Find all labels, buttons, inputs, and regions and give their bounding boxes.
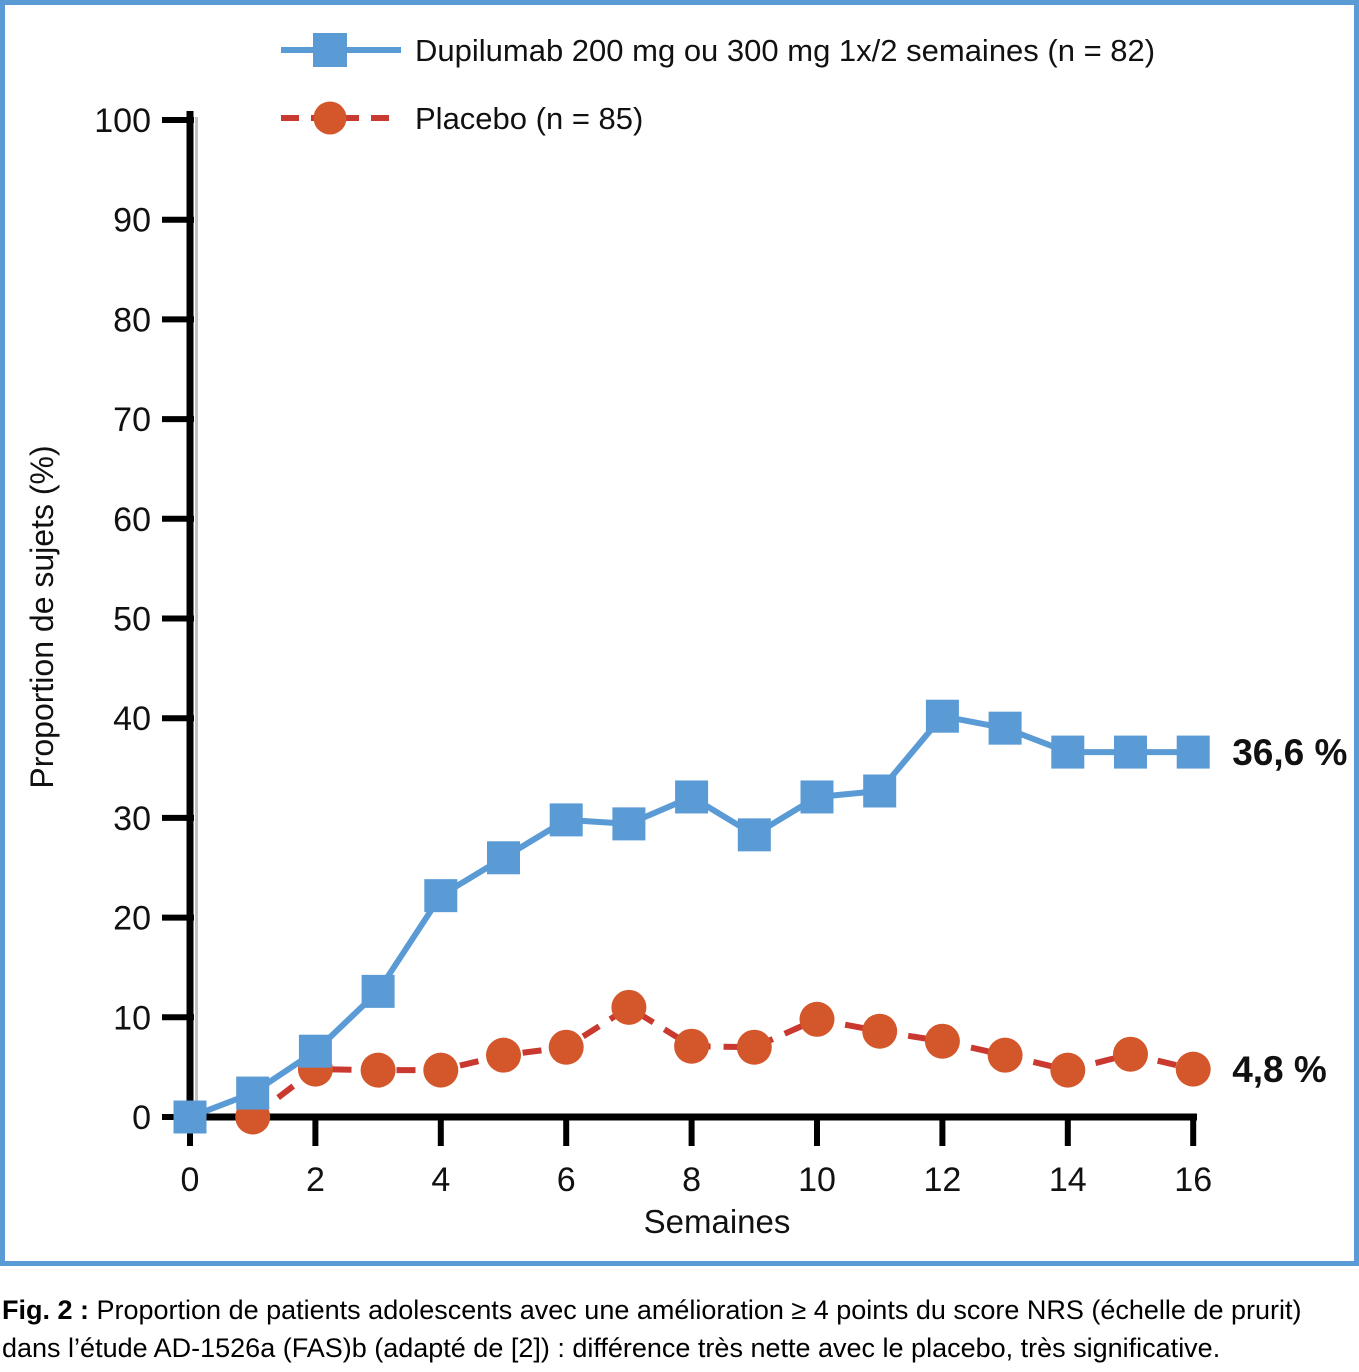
y-tick-label: 50 [113,601,151,639]
figure-frame: 0 10 20 30 40 50 60 70 80 90 100 0 2 4 6 8 10 12 14 16 Propo… [0,0,1359,1266]
data-point-square [612,807,646,841]
series-line-placebo [250,1004,1194,1120]
series-end-label: 4,8 % [1232,1049,1327,1090]
figure-caption: Fig. 2 : Proportion de patients adolesce… [2,1292,1359,1368]
data-point-square [236,1076,270,1110]
data-point-circle [799,1001,835,1037]
x-tick-label: 2 [306,1161,325,1199]
y-axis-title: Proportion de sujets (%) [24,445,60,788]
data-point-square [549,803,583,837]
y-tick-label: 60 [113,501,151,539]
data-point-square [1114,735,1147,769]
data-point-square [298,1034,332,1068]
data-point-circle [423,1052,459,1088]
y-tick-label: 70 [113,401,151,439]
data-point-square [1176,735,1210,769]
x-tick-label: 6 [557,1161,576,1199]
legend-label: Dupilumab 200 mg ou 300 mg 1x/2 semaines… [415,33,1155,68]
data-point-circle [548,1029,584,1065]
data-point-circle [1050,1052,1086,1088]
line-chart: 0 10 20 30 40 50 60 70 80 90 100 0 2 4 6 8 10 12 14 16 Propo… [24,33,1347,1240]
data-point-circle [1175,1051,1211,1087]
y-tick-label: 90 [113,202,151,240]
data-point-square [737,818,771,852]
x-tick-label: 12 [923,1161,961,1199]
x-tick-label: 14 [1049,1161,1087,1199]
data-point-circle [862,1013,898,1049]
y-tick-label: 30 [113,800,151,838]
y-tick-label: 100 [94,102,151,140]
data-point-square [863,774,897,808]
y-tick-label: 40 [113,700,151,738]
figure-caption-text: Proportion de patients adolescents avec … [2,1295,1302,1363]
data-point-square [173,1100,207,1134]
legend-square-marker [313,33,347,67]
data-point-square [800,780,834,814]
x-tick-label: 10 [798,1161,836,1199]
data-point-circle [360,1052,396,1088]
data-point-square [675,780,709,814]
data-point-square [1051,735,1085,769]
y-tick-label: 0 [132,1099,151,1137]
y-tick-label: 10 [113,999,151,1037]
data-point-circle [736,1029,772,1065]
y-tick-label: 20 [113,900,151,938]
x-tick-label: 4 [431,1161,450,1199]
x-tick-label: 0 [181,1161,200,1199]
series-end-label: 36,6 % [1232,732,1347,773]
data-point-square [487,841,520,875]
x-tick-label: 16 [1174,1161,1212,1199]
y-tick-label: 80 [113,301,151,339]
legend-label: Placebo (n = 85) [415,101,643,136]
data-point-circle [611,989,647,1025]
data-point-square [988,711,1022,745]
x-tick-label: 8 [682,1161,701,1199]
data-point-square [925,699,959,733]
figure-number: Fig. 2 : [2,1295,89,1325]
data-point-square [361,974,395,1008]
x-axis-title: Semaines [644,1203,791,1240]
data-point-circle [924,1023,960,1059]
data-point-square [424,879,458,913]
data-point-circle [1113,1036,1148,1072]
data-point-circle [987,1037,1023,1073]
legend-circle-marker [313,101,347,135]
data-point-circle [674,1028,710,1064]
data-point-circle [486,1037,521,1073]
